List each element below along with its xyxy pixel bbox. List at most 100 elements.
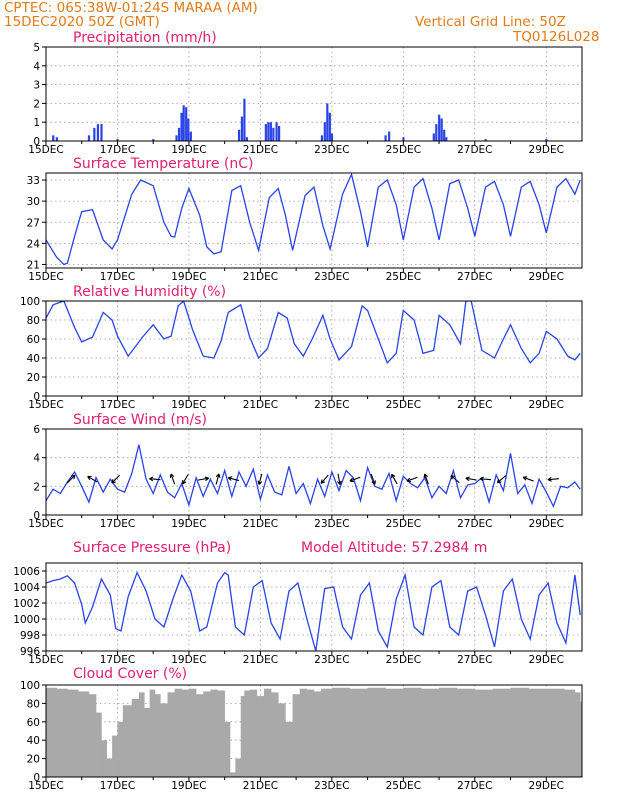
wind-arrow-head	[170, 473, 175, 478]
y-tick-label: 24	[27, 238, 41, 250]
x-tick-label: 25DEC	[386, 654, 421, 666]
x-tick-label: 15DEC	[28, 780, 63, 792]
wind-arrow	[197, 476, 209, 482]
y-tick-label: 20	[27, 754, 40, 766]
cloud-bar	[188, 688, 197, 777]
cloud-bar	[314, 691, 322, 777]
cloud-bar	[56, 688, 68, 777]
x-tick-label: 27DEC	[457, 780, 492, 792]
y-tick-label: 80	[27, 698, 40, 710]
cloud-bar	[439, 687, 458, 777]
x-tick-label: 23DEC	[314, 399, 349, 411]
cloud-bar	[421, 688, 440, 777]
wind-arrow-shaft	[149, 478, 161, 481]
wind-arrow-head	[205, 477, 209, 482]
cloud-bar	[78, 691, 90, 777]
cloud-bar	[138, 692, 145, 777]
cloud-bar	[564, 689, 576, 777]
cloud-bar	[101, 740, 108, 777]
x-tick-label: 17DEC	[100, 780, 135, 792]
x-tick-label: 23DEC	[314, 144, 349, 156]
x-tick-label: 21DEC	[243, 780, 278, 792]
wind-arrow-shaft	[228, 477, 240, 482]
x-tick-label: 25DEC	[386, 518, 421, 530]
y-tick-label: 1006	[13, 566, 40, 578]
cloud-bar	[240, 696, 245, 777]
cloud-bar	[149, 689, 156, 777]
cloud-bar	[528, 688, 547, 777]
y-tick-label: 40	[27, 735, 40, 747]
panel-title: Relative Humidity (%)	[73, 284, 226, 300]
series-line	[46, 444, 581, 509]
precip-bar	[432, 133, 435, 141]
wind-arrow-head	[391, 473, 396, 477]
cloud-bar	[154, 694, 161, 777]
wind-arrow-shaft	[320, 474, 329, 484]
panel-4: Surface Pressure (hPa) Model Altitude: 57…	[13, 540, 583, 666]
panel-title: Precipitation (mm/h)	[73, 30, 217, 46]
precip-bar	[267, 122, 270, 141]
wind-arrow-head	[218, 473, 221, 478]
wind-arrow	[547, 476, 559, 482]
cloud-bar	[367, 687, 386, 777]
cloud-bar	[249, 689, 258, 777]
precip-bar	[545, 139, 548, 141]
wind-arrow-head	[70, 474, 76, 477]
precip-bar	[93, 127, 96, 141]
y-tick-label: 80	[27, 315, 40, 327]
wind-arrow	[370, 473, 376, 485]
precip-bar	[185, 107, 188, 141]
precip-bar	[445, 137, 448, 141]
wind-arrow	[227, 476, 240, 482]
precip-bar	[52, 135, 55, 141]
wind-arrow-shaft	[258, 473, 263, 485]
wind-arrow-head	[257, 480, 260, 485]
cloud-bar	[144, 708, 150, 777]
header-grid-note: Vertical Grid Line: 50Z	[415, 14, 566, 30]
wind-arrow	[149, 476, 161, 482]
wind-arrow-shaft	[87, 475, 98, 483]
cloud-bar	[235, 758, 242, 777]
precip-bar	[55, 137, 58, 141]
cloud-bar	[46, 687, 58, 777]
wind-arrow-head	[349, 477, 353, 482]
cloud-bar	[217, 690, 225, 777]
wind-arrow-shaft	[547, 478, 559, 481]
y-tick-label: 20	[27, 372, 40, 384]
header-model-id: TQ0126L028	[513, 29, 600, 45]
cloud-bar	[456, 688, 476, 777]
wind-arrow-head	[320, 479, 323, 484]
x-tick-label: 21DEC	[243, 271, 278, 283]
wind-arrow-head	[497, 481, 502, 484]
panel-3: Surface Wind (m/s) 0 2 4 6 15DEC 17DEC 19DEC 21D…	[28, 412, 583, 530]
x-tick-label: 25DEC	[386, 780, 421, 792]
cloud-bar	[106, 758, 113, 777]
wind-arrow	[423, 473, 429, 485]
x-tick-label: 17DEC	[100, 271, 135, 283]
panel-frame	[45, 562, 583, 652]
x-tick-label: 29DEC	[529, 399, 564, 411]
x-tick-label: 29DEC	[529, 780, 564, 792]
wind-arrow-shaft	[450, 475, 460, 484]
y-tick-label: 27	[27, 217, 40, 229]
precip-bar	[243, 98, 246, 141]
cloud-bar	[292, 694, 301, 777]
cloud-bar	[299, 688, 308, 777]
x-tick-label: 15DEC	[28, 654, 63, 666]
precip-bar	[330, 133, 334, 141]
cloud-bar	[181, 689, 190, 777]
cloud-bar	[244, 690, 250, 777]
x-tick-label: 29DEC	[529, 271, 564, 283]
x-tick-label: 27DEC	[457, 518, 492, 530]
wind-arrow-shaft	[406, 476, 418, 482]
y-tick-label: 0	[33, 772, 40, 784]
cloud-bar	[580, 701, 582, 777]
wind-arrow-head	[337, 481, 341, 485]
x-tick-label: 15DEC	[28, 144, 63, 156]
x-tick-label: 15DEC	[28, 518, 63, 530]
wind-arrow-head	[87, 476, 91, 481]
cloud-bar	[510, 687, 529, 777]
wind-arrow-head	[479, 476, 484, 480]
precip-bar	[152, 139, 155, 141]
wind-arrow-head	[339, 480, 342, 485]
